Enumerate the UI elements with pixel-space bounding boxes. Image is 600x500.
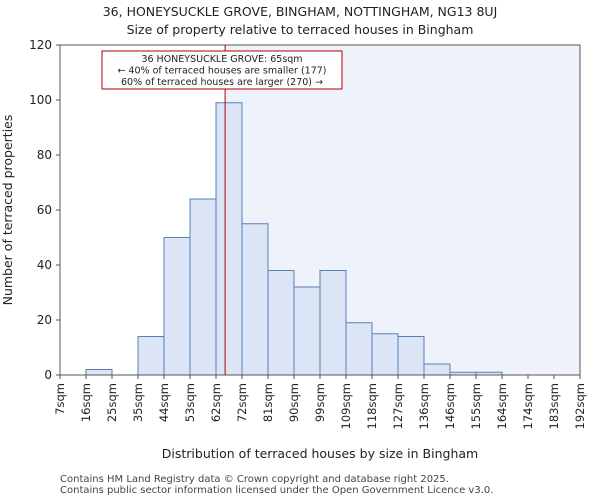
bar-72sqm xyxy=(241,223,269,376)
chart-subtitle: Size of property relative to terraced ho… xyxy=(126,22,474,37)
x-tick-label: 81sqm xyxy=(261,383,275,422)
footer-licence: Contains public sector information licen… xyxy=(60,485,494,496)
y-axis-label: Number of terraced properties xyxy=(0,115,15,306)
x-tick-label: 127sqm xyxy=(391,383,405,429)
bar-118sqm xyxy=(371,333,399,376)
x-tick-label: 192sqm xyxy=(573,383,587,429)
x-tick-label: 164sqm xyxy=(495,383,509,429)
y-tick-label: 60 xyxy=(37,203,52,217)
x-tick-label: 7sqm xyxy=(53,383,67,415)
bar-16sqm xyxy=(85,369,113,376)
x-tick-label: 90sqm xyxy=(287,383,301,422)
annotation-box xyxy=(101,50,343,90)
annotation-line: ← 40% of terraced houses are smaller (17… xyxy=(117,66,326,77)
bar-127sqm xyxy=(397,336,425,376)
x-tick-label: 155sqm xyxy=(469,383,483,429)
chart-title: 36, HONEYSUCKLE GROVE, BINGHAM, NOTTINGH… xyxy=(102,4,498,19)
annotation-line: 60% of terraced houses are larger (270) … xyxy=(121,77,323,88)
bar-99sqm xyxy=(319,270,347,376)
bar-53sqm xyxy=(189,198,217,376)
y-tick-label: 0 xyxy=(44,368,52,382)
y-tick-label: 20 xyxy=(37,313,52,327)
x-tick-label: 174sqm xyxy=(521,383,535,429)
x-tick-label: 109sqm xyxy=(339,383,353,429)
x-tick-label: 99sqm xyxy=(313,383,327,422)
bar-62sqm xyxy=(215,102,243,376)
x-tick-label: 44sqm xyxy=(157,383,171,422)
y-tick-label: 80 xyxy=(37,148,52,162)
x-tick-label: 62sqm xyxy=(209,383,223,422)
y-tick-label: 100 xyxy=(29,93,52,107)
bar-44sqm xyxy=(163,237,191,376)
bar-35sqm xyxy=(137,336,165,376)
x-axis-label: Distribution of terraced houses by size … xyxy=(162,446,478,461)
x-tick-label: 35sqm xyxy=(131,383,145,422)
x-tick-label: 118sqm xyxy=(365,383,379,429)
y-tick-label: 120 xyxy=(29,38,52,52)
x-tick-label: 53sqm xyxy=(183,383,197,422)
footer-copyright: Contains HM Land Registry data © Crown c… xyxy=(60,474,449,485)
bar-136sqm xyxy=(423,363,451,376)
bar-90sqm xyxy=(293,286,321,376)
x-tick-label: 16sqm xyxy=(79,383,93,422)
x-tick-label: 25sqm xyxy=(105,383,119,422)
x-tick-label: 72sqm xyxy=(235,383,249,422)
annotation-line: 36 HONEYSUCKLE GROVE: 65sqm xyxy=(141,54,302,65)
x-tick-label: 183sqm xyxy=(547,383,561,429)
x-tick-label: 146sqm xyxy=(443,383,457,429)
bar-109sqm xyxy=(345,322,373,376)
bar-81sqm xyxy=(267,270,295,376)
y-tick-label: 40 xyxy=(37,258,52,272)
x-tick-label: 136sqm xyxy=(417,383,431,429)
